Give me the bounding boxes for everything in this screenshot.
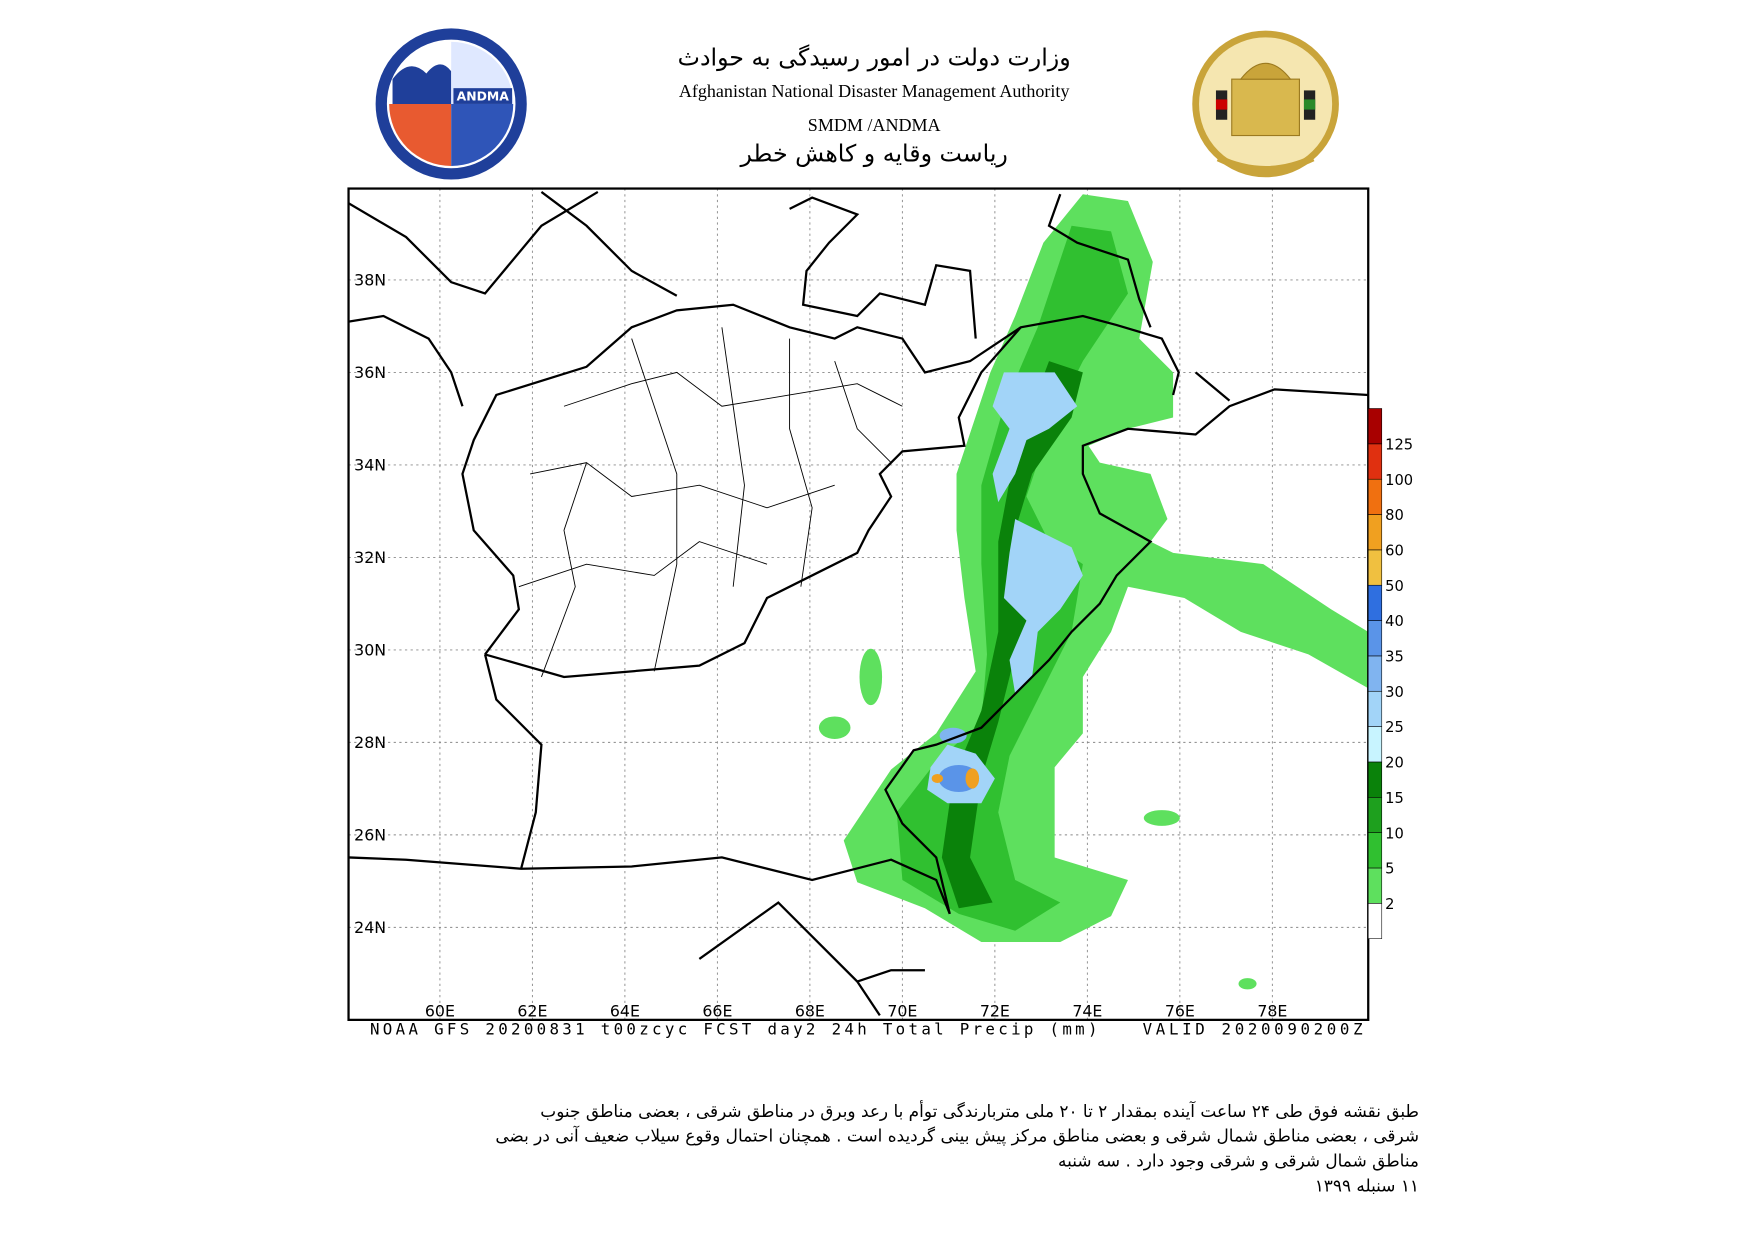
colorbar-label: 2 [1385, 896, 1394, 913]
colorbar-segment [1367, 478, 1383, 515]
colorbar-segment [1367, 443, 1383, 480]
logo-text: ANDMA [457, 89, 510, 104]
lat-label: 26N [354, 826, 386, 845]
colorbar-label: 35 [1385, 649, 1404, 666]
lat-label: 30N [354, 641, 386, 660]
colorbar-segment [1367, 867, 1383, 904]
colorbar-segment [1367, 549, 1383, 586]
andma-logo: ANDMA [375, 28, 527, 180]
colorbar-segment [1367, 796, 1383, 833]
colorbar-segment [1367, 655, 1383, 692]
lon-label: 74E [1072, 1001, 1102, 1020]
title-en: Afghanistan National Disaster Management… [679, 81, 1070, 101]
lon-label: 62E [517, 1001, 547, 1020]
map [348, 188, 1369, 1020]
lon-label: 72E [980, 1001, 1010, 1020]
colorbar-segment [1367, 726, 1383, 763]
colorbar-segment [1367, 408, 1383, 445]
colorbar-label: 40 [1385, 613, 1404, 630]
lon-label: 64E [610, 1001, 640, 1020]
colorbar-label: 125 [1385, 436, 1413, 453]
description-line: مناطق شمال شرقی و شرقی وجود دارد . سه شن… [1058, 1151, 1419, 1171]
title-fa: وزارت دولت در امور رسیدگی به حوادث [678, 44, 1071, 72]
colorbar-label: 50 [1385, 578, 1404, 595]
lon-label: 60E [425, 1001, 455, 1020]
description: طبق نقشه فوق طی ۲۴ ساعت آینده بمقدار ۲ ت… [495, 1100, 1419, 1195]
lon-label: 66E [702, 1001, 732, 1020]
lat-label: 36N [354, 363, 386, 382]
colorbar-label: 60 [1385, 543, 1404, 560]
lat-label: 38N [354, 271, 386, 290]
colorbar-segment [1367, 514, 1383, 551]
colorbar-label: 15 [1385, 790, 1404, 807]
borders [348, 190, 1369, 1016]
lat-label: 28N [354, 733, 386, 752]
lat-label: 24N [354, 918, 386, 937]
description-line: ۱۱ سنبله ۱۳۹۹ [1315, 1175, 1419, 1195]
colorbar-label: 25 [1385, 719, 1404, 736]
colorbar-segment [1367, 832, 1383, 869]
precipitation [818, 194, 1369, 990]
map-labels: 38N 36N 34N 32N 30N 28N 26N 24N 60E 62E 64E 66E 68E 7… [354, 271, 1287, 1021]
colorbar-label: 80 [1385, 507, 1404, 524]
colorbar-label: 5 [1385, 861, 1394, 878]
national-emblem [1192, 30, 1339, 178]
description-line: شرقی ، بعضی مناطق شمال شرقی و بعضی مناطق… [495, 1125, 1419, 1147]
lon-label: 70E [887, 1001, 917, 1020]
subtitle-fa: ریاست وقایه و کاهش خطر [740, 139, 1008, 167]
lat-label: 32N [354, 548, 386, 567]
description-line: طبق نقشه فوق طی ۲۴ ساعت آینده بمقدار ۲ ت… [540, 1100, 1419, 1121]
valid-time: VALID 2020090200Z [1143, 1020, 1363, 1039]
colorbar-label: 100 [1385, 472, 1413, 489]
subtitle: SMDM /ANDMA [808, 115, 941, 135]
colorbar-segment [1367, 690, 1383, 727]
colorbar-segment [1367, 903, 1383, 939]
lon-label: 76E [1165, 1001, 1195, 1020]
colorbar-segment [1367, 584, 1383, 621]
colorbar-segment [1367, 761, 1383, 798]
lon-label: 78E [1257, 1001, 1287, 1020]
lon-label: 68E [795, 1001, 825, 1020]
colorbar-label: 10 [1385, 825, 1404, 842]
colorbar-segment [1367, 620, 1383, 657]
colorbar-label: 20 [1385, 755, 1404, 772]
colorbar-label: 30 [1385, 684, 1404, 701]
lat-label: 34N [354, 456, 386, 475]
map-caption: NOAA GFS 20200831 t00zcyc FCST day2 24h … [370, 1020, 1098, 1039]
